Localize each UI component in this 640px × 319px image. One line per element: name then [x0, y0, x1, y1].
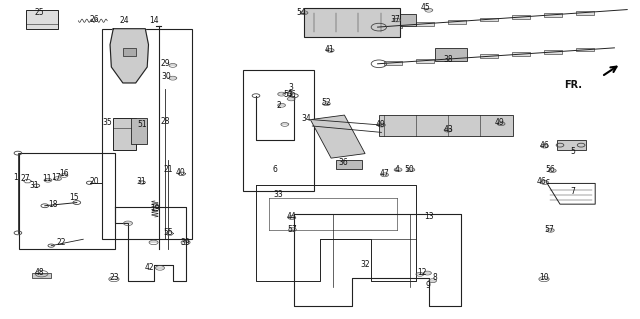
Text: 3: 3 — [289, 83, 294, 92]
Text: 29: 29 — [160, 59, 170, 68]
Text: 55: 55 — [163, 228, 173, 237]
Bar — [448, 20, 466, 24]
Text: 26: 26 — [90, 15, 100, 24]
Text: 5: 5 — [570, 147, 575, 156]
Text: 45: 45 — [420, 4, 431, 12]
Bar — [576, 48, 594, 51]
Bar — [544, 13, 562, 17]
Bar — [384, 14, 416, 26]
Text: 4: 4 — [394, 165, 399, 174]
Text: 49: 49 — [494, 118, 504, 127]
Bar — [512, 52, 530, 56]
Bar — [480, 54, 498, 58]
Text: 46: 46 — [286, 90, 296, 99]
Text: 43: 43 — [443, 125, 453, 134]
Text: 22: 22 — [56, 238, 65, 247]
Text: 1: 1 — [13, 173, 19, 182]
Text: 12: 12 — [418, 268, 427, 277]
Bar — [32, 273, 51, 278]
Text: 36: 36 — [339, 158, 349, 167]
Text: 7: 7 — [570, 187, 575, 196]
Bar — [310, 115, 365, 158]
Bar — [384, 24, 402, 28]
Text: 24: 24 — [120, 16, 130, 25]
Bar — [304, 8, 400, 37]
Text: 25: 25 — [35, 8, 45, 17]
Text: 40: 40 — [175, 168, 186, 177]
Text: 11: 11 — [42, 174, 51, 183]
Text: 19: 19 — [150, 204, 160, 213]
Text: 57: 57 — [287, 225, 297, 234]
Text: 33: 33 — [273, 190, 284, 199]
Text: 16: 16 — [59, 169, 69, 178]
Text: 48: 48 — [35, 268, 45, 277]
Text: 53: 53 — [283, 90, 293, 99]
Text: 2: 2 — [276, 101, 281, 110]
Text: FR.: FR. — [564, 79, 582, 90]
Text: 31: 31 — [29, 181, 40, 189]
Text: 15: 15 — [68, 193, 79, 202]
Text: 13: 13 — [424, 212, 434, 221]
Text: 41: 41 — [324, 45, 335, 54]
Text: 39: 39 — [180, 238, 191, 247]
Bar — [26, 10, 58, 29]
Bar — [19, 153, 115, 249]
Text: 54: 54 — [296, 8, 306, 17]
Text: 37: 37 — [390, 15, 401, 24]
Text: 18: 18 — [48, 200, 57, 209]
Bar — [480, 18, 498, 21]
Text: 9: 9 — [425, 281, 430, 290]
Text: 23: 23 — [109, 273, 119, 282]
Polygon shape — [110, 29, 148, 83]
Bar — [576, 11, 594, 15]
Text: 10: 10 — [539, 273, 549, 282]
Bar — [113, 118, 136, 150]
Bar — [416, 59, 434, 63]
Bar — [435, 48, 467, 61]
Bar — [512, 15, 530, 19]
Text: 35: 35 — [102, 118, 113, 127]
Bar — [379, 115, 513, 136]
Text: 49: 49 — [375, 120, 385, 129]
Text: 20: 20 — [89, 177, 99, 186]
Text: 46: 46 — [539, 141, 549, 150]
Text: 6: 6 — [273, 165, 278, 174]
Text: 14: 14 — [148, 16, 159, 25]
Text: 21: 21 — [164, 165, 173, 174]
Text: 8: 8 — [433, 273, 438, 282]
Text: 34: 34 — [301, 114, 311, 122]
Bar — [448, 56, 466, 60]
Text: 38: 38 — [443, 55, 453, 63]
Text: 50: 50 — [404, 165, 415, 174]
Bar — [123, 48, 136, 56]
Text: 31: 31 — [136, 177, 146, 186]
Bar — [416, 22, 434, 26]
Bar — [243, 70, 314, 191]
Text: 32: 32 — [360, 260, 370, 269]
Text: 52: 52 — [321, 98, 332, 107]
Text: 27: 27 — [20, 174, 31, 183]
Bar — [384, 61, 402, 65]
Bar — [131, 118, 147, 144]
Text: 51: 51 — [137, 120, 147, 129]
Text: 47: 47 — [379, 169, 389, 178]
Text: 46c: 46c — [537, 177, 551, 186]
Bar — [544, 50, 562, 54]
Bar — [336, 160, 362, 169]
Text: 17: 17 — [51, 173, 61, 182]
Text: 42: 42 — [144, 263, 154, 272]
Text: 28: 28 — [161, 117, 170, 126]
Bar — [557, 140, 586, 150]
Text: 44: 44 — [286, 212, 296, 221]
Text: 30: 30 — [161, 72, 172, 81]
Text: 57: 57 — [544, 225, 554, 234]
Text: 56: 56 — [545, 165, 556, 174]
Bar — [102, 29, 192, 239]
